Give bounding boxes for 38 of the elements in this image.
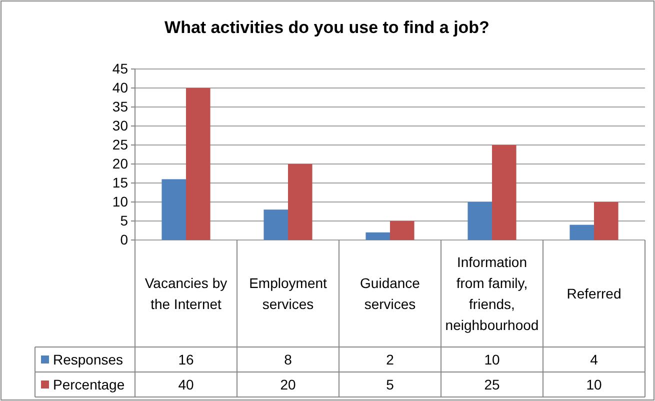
bar <box>186 88 210 240</box>
data-label: 10 <box>586 376 602 392</box>
x-tick-label: Employment services <box>249 275 328 312</box>
data-label: 20 <box>280 376 296 392</box>
bar <box>492 145 516 240</box>
y-tick-label: 0 <box>120 231 128 248</box>
data-label: 8 <box>284 352 292 368</box>
x-tick-label: Guidance services <box>360 275 420 312</box>
bar <box>162 179 186 240</box>
y-tick-label: 45 <box>112 60 128 76</box>
y-tick-label: 5 <box>120 212 128 228</box>
bar <box>390 221 414 240</box>
x-tick-label: Referred <box>566 286 622 302</box>
y-tick-label: 10 <box>112 193 128 210</box>
data-label: 25 <box>484 376 500 392</box>
y-tick-label: 20 <box>112 155 128 172</box>
y-tick-label: 40 <box>112 79 128 96</box>
x-tick-label: Information from family, friends, neighbourhood <box>445 254 539 333</box>
data-label: 40 <box>178 376 194 392</box>
legend-label: Responses <box>53 352 124 368</box>
bar <box>468 202 492 240</box>
x-tick-label: Vacancies by the Internet <box>144 275 228 312</box>
bar <box>594 202 618 240</box>
data-label: 16 <box>178 352 194 368</box>
y-tick-label: 30 <box>112 117 128 134</box>
bar <box>264 210 288 240</box>
bar <box>366 232 390 240</box>
data-label: 5 <box>386 376 394 392</box>
data-label: 10 <box>484 352 500 368</box>
y-tick-label: 15 <box>112 174 128 190</box>
data-label: 2 <box>386 352 394 368</box>
y-tick-label: 35 <box>112 98 128 114</box>
bar <box>570 224 594 240</box>
legend-label: Percentage <box>53 376 125 392</box>
chart-title: What activities do you use to find a job? <box>164 18 490 37</box>
bar <box>288 164 312 240</box>
y-tick-label: 25 <box>112 136 128 152</box>
data-label: 4 <box>590 352 598 368</box>
